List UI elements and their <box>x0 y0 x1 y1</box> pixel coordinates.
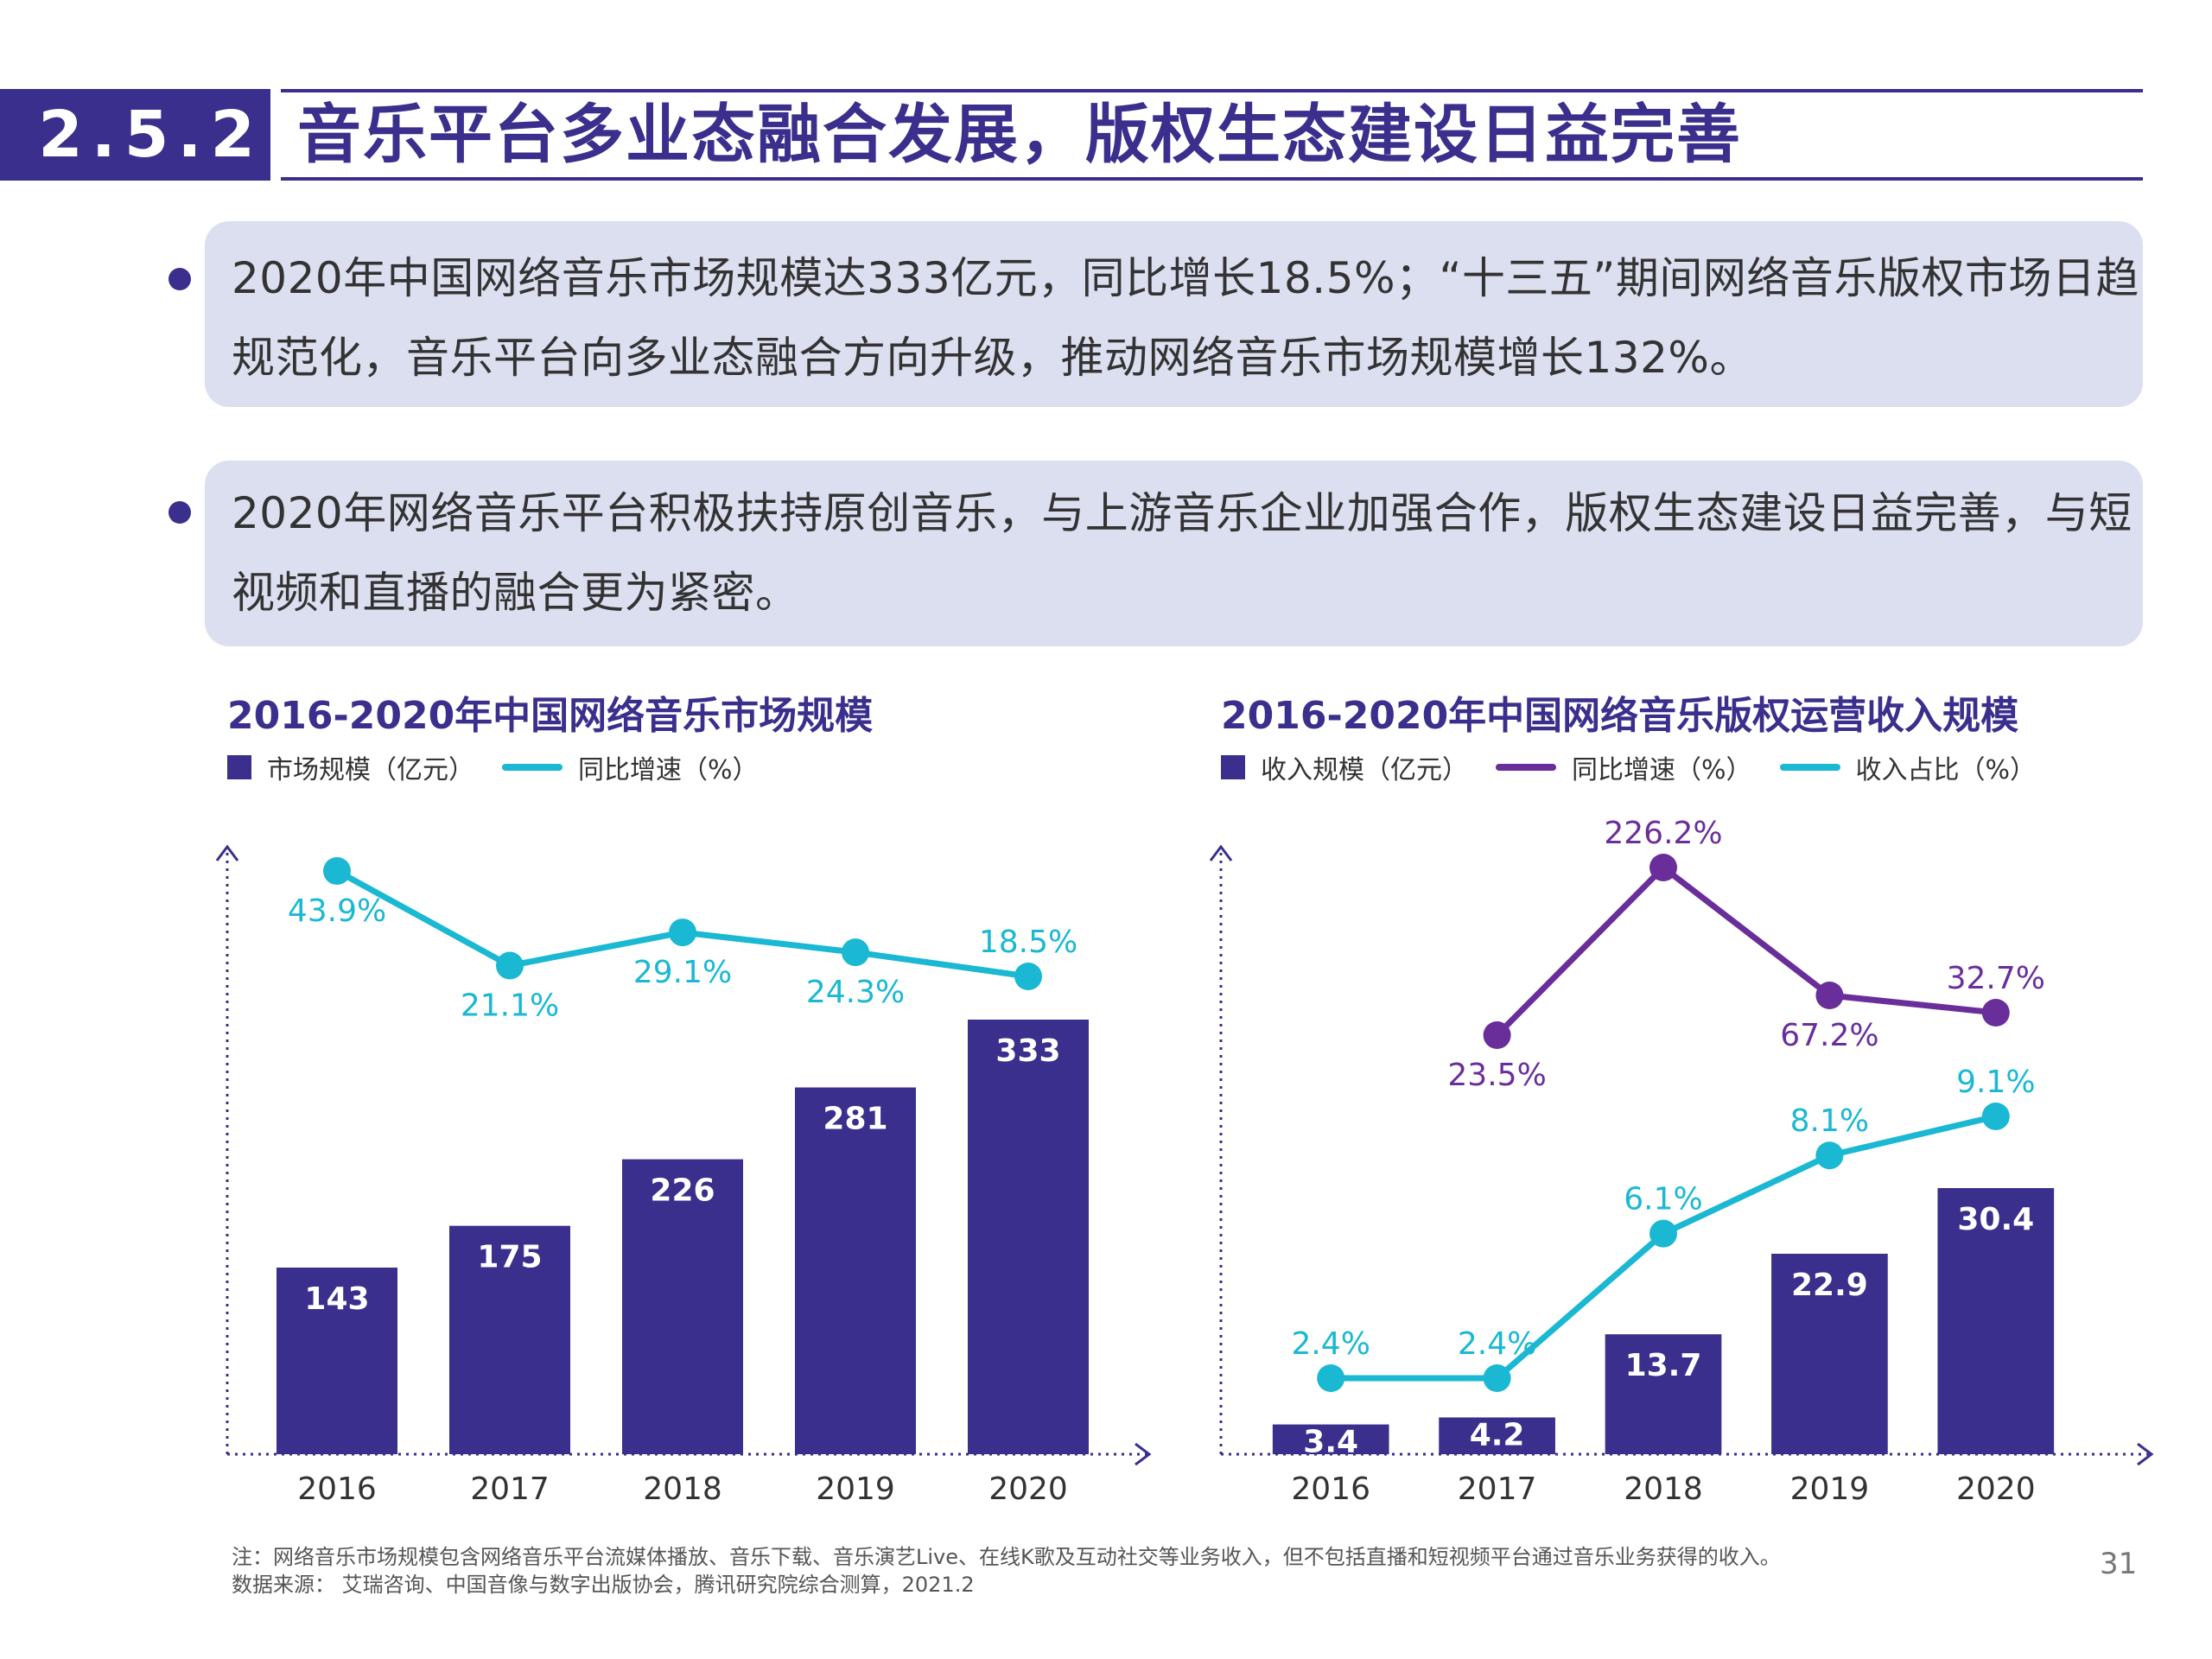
chart1-bar-label: 333 <box>995 1033 1060 1069</box>
chart2-share-point <box>1981 1103 2010 1130</box>
chart1-growth-point <box>842 938 869 967</box>
header-rule-bottom <box>281 177 2143 181</box>
chart1-bar <box>795 1087 916 1454</box>
chart2-title: 2016-2020年中国网络音乐版权运营收入规模 <box>1221 694 2019 738</box>
chart2-share-point <box>1317 1364 1345 1392</box>
legend-bar-swatch <box>1221 755 1245 779</box>
footnote-source: 数据来源： 艾瑞咨询、中国音像与数字出版协会，腾讯研究院综合测算，2021.2 <box>232 1573 975 1597</box>
chart2-x-axis-arrow <box>2137 1442 2154 1466</box>
chart1-bar-label: 226 <box>650 1173 715 1209</box>
chart1-legend: 市场规模（亿元） 同比增速（%） <box>227 748 786 786</box>
chart2-bar-label: 13.7 <box>1625 1348 1702 1383</box>
chart2-growth-point <box>1815 982 1844 1009</box>
chart1-growth-point <box>323 857 351 885</box>
chart2-bar <box>1937 1188 2055 1454</box>
chart2-legend: 收入规模（亿元） 同比增速（%） 收入占比（%） <box>1221 748 2063 786</box>
chart2-bar <box>1272 1424 1389 1454</box>
bullet-box-1 <box>205 221 2143 407</box>
chart1-x-tick: 2017 <box>470 1471 550 1507</box>
chart2-growth-line <box>1495 864 1997 1038</box>
chart2-growth-point <box>1483 1021 1511 1049</box>
chart1-x-tick: 2016 <box>297 1471 377 1507</box>
chart2-growth-label: 226.2% <box>1604 816 1722 851</box>
page-number: 31 <box>2100 1547 2138 1581</box>
legend-line-swatch <box>502 764 563 771</box>
chart2-x-tick: 2016 <box>1291 1471 1370 1507</box>
chart1-title: 2016-2020年中国网络音乐市场规模 <box>227 694 874 738</box>
chart1-x-tick: 2019 <box>816 1471 895 1507</box>
chart1-bar <box>449 1225 570 1454</box>
footnote-note: 注：网络音乐市场规模包含网络音乐平台流媒体播放、音乐下载、音乐演艺Live、在线… <box>232 1545 1781 1569</box>
chart1-growth-label: 21.1% <box>461 988 559 1024</box>
header-rule-top <box>281 89 2143 92</box>
legend-line-swatch <box>1496 764 1556 771</box>
chart2-share-label: 9.1% <box>1956 1065 2035 1100</box>
chart2-share-label: 2.4% <box>1458 1326 1536 1362</box>
chart2-x-tick: 2018 <box>1624 1471 1703 1507</box>
chart1-legend-line: 同比增速（%） <box>502 748 759 786</box>
chart2-growth-label: 23.5% <box>1447 1058 1546 1093</box>
chart2-x-tick: 2020 <box>1956 1471 2036 1507</box>
chart1-x-tick: 2020 <box>988 1471 1068 1507</box>
chart2-growth-label: 67.2% <box>1780 1018 1878 1053</box>
chart1-x-axis-arrow <box>1135 1442 1152 1466</box>
bullet-text-1: 2020年中国网络音乐市场规模达333亿元，同比增长18.5%；“十三五”期间网… <box>232 253 2139 383</box>
chart1-growth-point <box>669 918 696 947</box>
chart2-legend-growth: 同比增速（%） <box>1496 748 1752 786</box>
legend-line-swatch <box>1779 764 1840 771</box>
chart1-bar <box>276 1267 397 1454</box>
bullet-dot-1 <box>168 268 191 290</box>
chart1-bar-label: 281 <box>823 1102 887 1137</box>
chart2-legend-bar: 收入规模（亿元） <box>1221 748 1468 786</box>
chart2-growth-point <box>1649 854 1677 881</box>
bullet-dot-2 <box>168 501 191 524</box>
legend-bar-swatch <box>227 755 251 779</box>
chart1-growth-label: 29.1% <box>633 955 732 990</box>
chart1-bar-label: 175 <box>477 1240 542 1275</box>
chart2-bar-label: 30.4 <box>1957 1202 2034 1237</box>
chart1-growth-label: 18.5% <box>979 925 1077 960</box>
bullet-text-2: 2020年网络音乐平台积极扶持原创音乐，与上游音乐企业加强合作，版权生态建设日益… <box>232 488 2133 618</box>
legend-label: 收入占比（%） <box>1855 755 2037 785</box>
chart2-bar-label: 22.9 <box>1791 1268 1868 1303</box>
chart1-growth-point <box>1014 963 1042 990</box>
chart2-bar-label: 3.4 <box>1303 1425 1358 1460</box>
chart2-bar <box>1771 1253 1888 1454</box>
chart1-growth-label: 24.3% <box>806 975 905 1010</box>
bullet-box-2 <box>205 461 2143 646</box>
chart2-share-point <box>1815 1141 1844 1170</box>
chart2-x-tick: 2019 <box>1790 1471 1870 1507</box>
chart2-bar <box>1439 1417 1555 1454</box>
chart2-legend-share: 收入占比（%） <box>1779 748 2037 786</box>
chart2-bar-label: 4.2 <box>1470 1417 1525 1452</box>
legend-label: 市场规模（亿元） <box>267 755 474 785</box>
chart2-share-label: 6.1% <box>1624 1182 1702 1217</box>
chart2-y-axis-arrow <box>1209 844 1233 861</box>
page-title: 音乐平台多业态融合发展，版权生态建设日益完善 <box>297 98 1742 172</box>
chart1-bar <box>968 1020 1089 1454</box>
chart1-x-tick: 2018 <box>643 1471 722 1507</box>
chart2-share-point <box>1483 1364 1511 1392</box>
chart1-legend-bar: 市场规模（亿元） <box>227 748 474 786</box>
chart1-growth-point <box>496 951 524 980</box>
chart1-y-axis-arrow <box>215 844 239 861</box>
chart2-bar <box>1605 1334 1722 1454</box>
section-number: 2.5.2 <box>0 89 270 181</box>
legend-label: 同比增速（%） <box>578 755 759 785</box>
legend-label: 同比增速（%） <box>1572 755 1752 785</box>
chart2-share-label: 8.1% <box>1790 1103 1869 1139</box>
chart1-growth-label: 43.9% <box>288 893 386 929</box>
chart2-growth-label: 32.7% <box>1947 961 2045 996</box>
chart2-x-tick: 2017 <box>1458 1471 1537 1507</box>
chart2-share-label: 2.4% <box>1291 1326 1370 1362</box>
chart2-share-point <box>1649 1219 1677 1248</box>
chart1-bar-label: 143 <box>304 1281 369 1317</box>
chart1-bar <box>622 1159 743 1454</box>
legend-label: 收入规模（亿元） <box>1261 755 1468 785</box>
chart2-growth-point <box>1981 999 2010 1027</box>
